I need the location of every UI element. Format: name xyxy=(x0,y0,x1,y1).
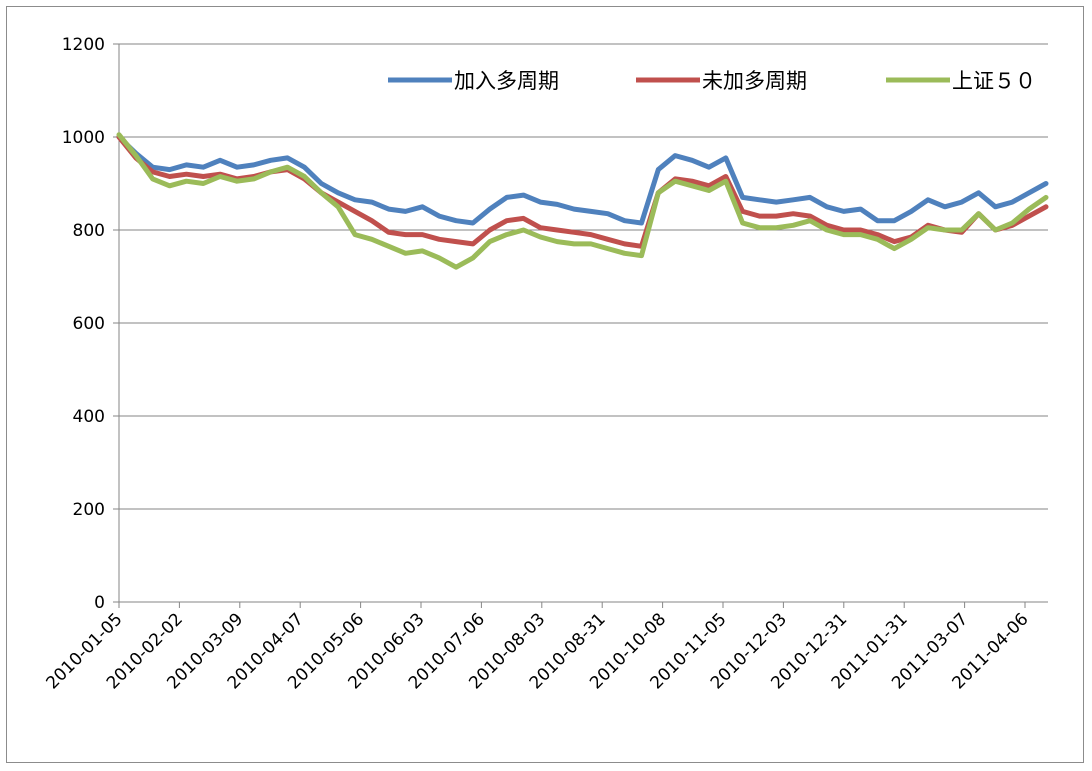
legend-label: 加入多周期 xyxy=(454,69,559,93)
y-tick-label: 1000 xyxy=(62,128,105,148)
legend-label: 上证５０ xyxy=(952,69,1036,93)
x-axis-ticks: 2010-01-052010-02-022010-03-092010-04-07… xyxy=(43,602,1033,693)
series-line-1 xyxy=(116,134,1049,226)
y-tick-label: 800 xyxy=(73,221,105,241)
series-lines xyxy=(116,132,1049,270)
legend: 加入多周期 未加多周期 上证５０ xyxy=(388,69,1036,93)
gridlines xyxy=(119,43,1048,510)
chart-frame xyxy=(6,6,1084,763)
series-line-3 xyxy=(116,132,1049,270)
legend-label: 未加多周期 xyxy=(702,69,807,93)
y-tick-label: 1200 xyxy=(62,35,105,55)
y-tick-label: 200 xyxy=(73,500,105,520)
y-tick-label: 400 xyxy=(73,407,105,427)
y-axis-ticks: 0 200 400 600 800 1000 1200 xyxy=(62,35,119,613)
y-tick-label: 0 xyxy=(94,593,105,613)
y-tick-label: 600 xyxy=(73,314,105,334)
